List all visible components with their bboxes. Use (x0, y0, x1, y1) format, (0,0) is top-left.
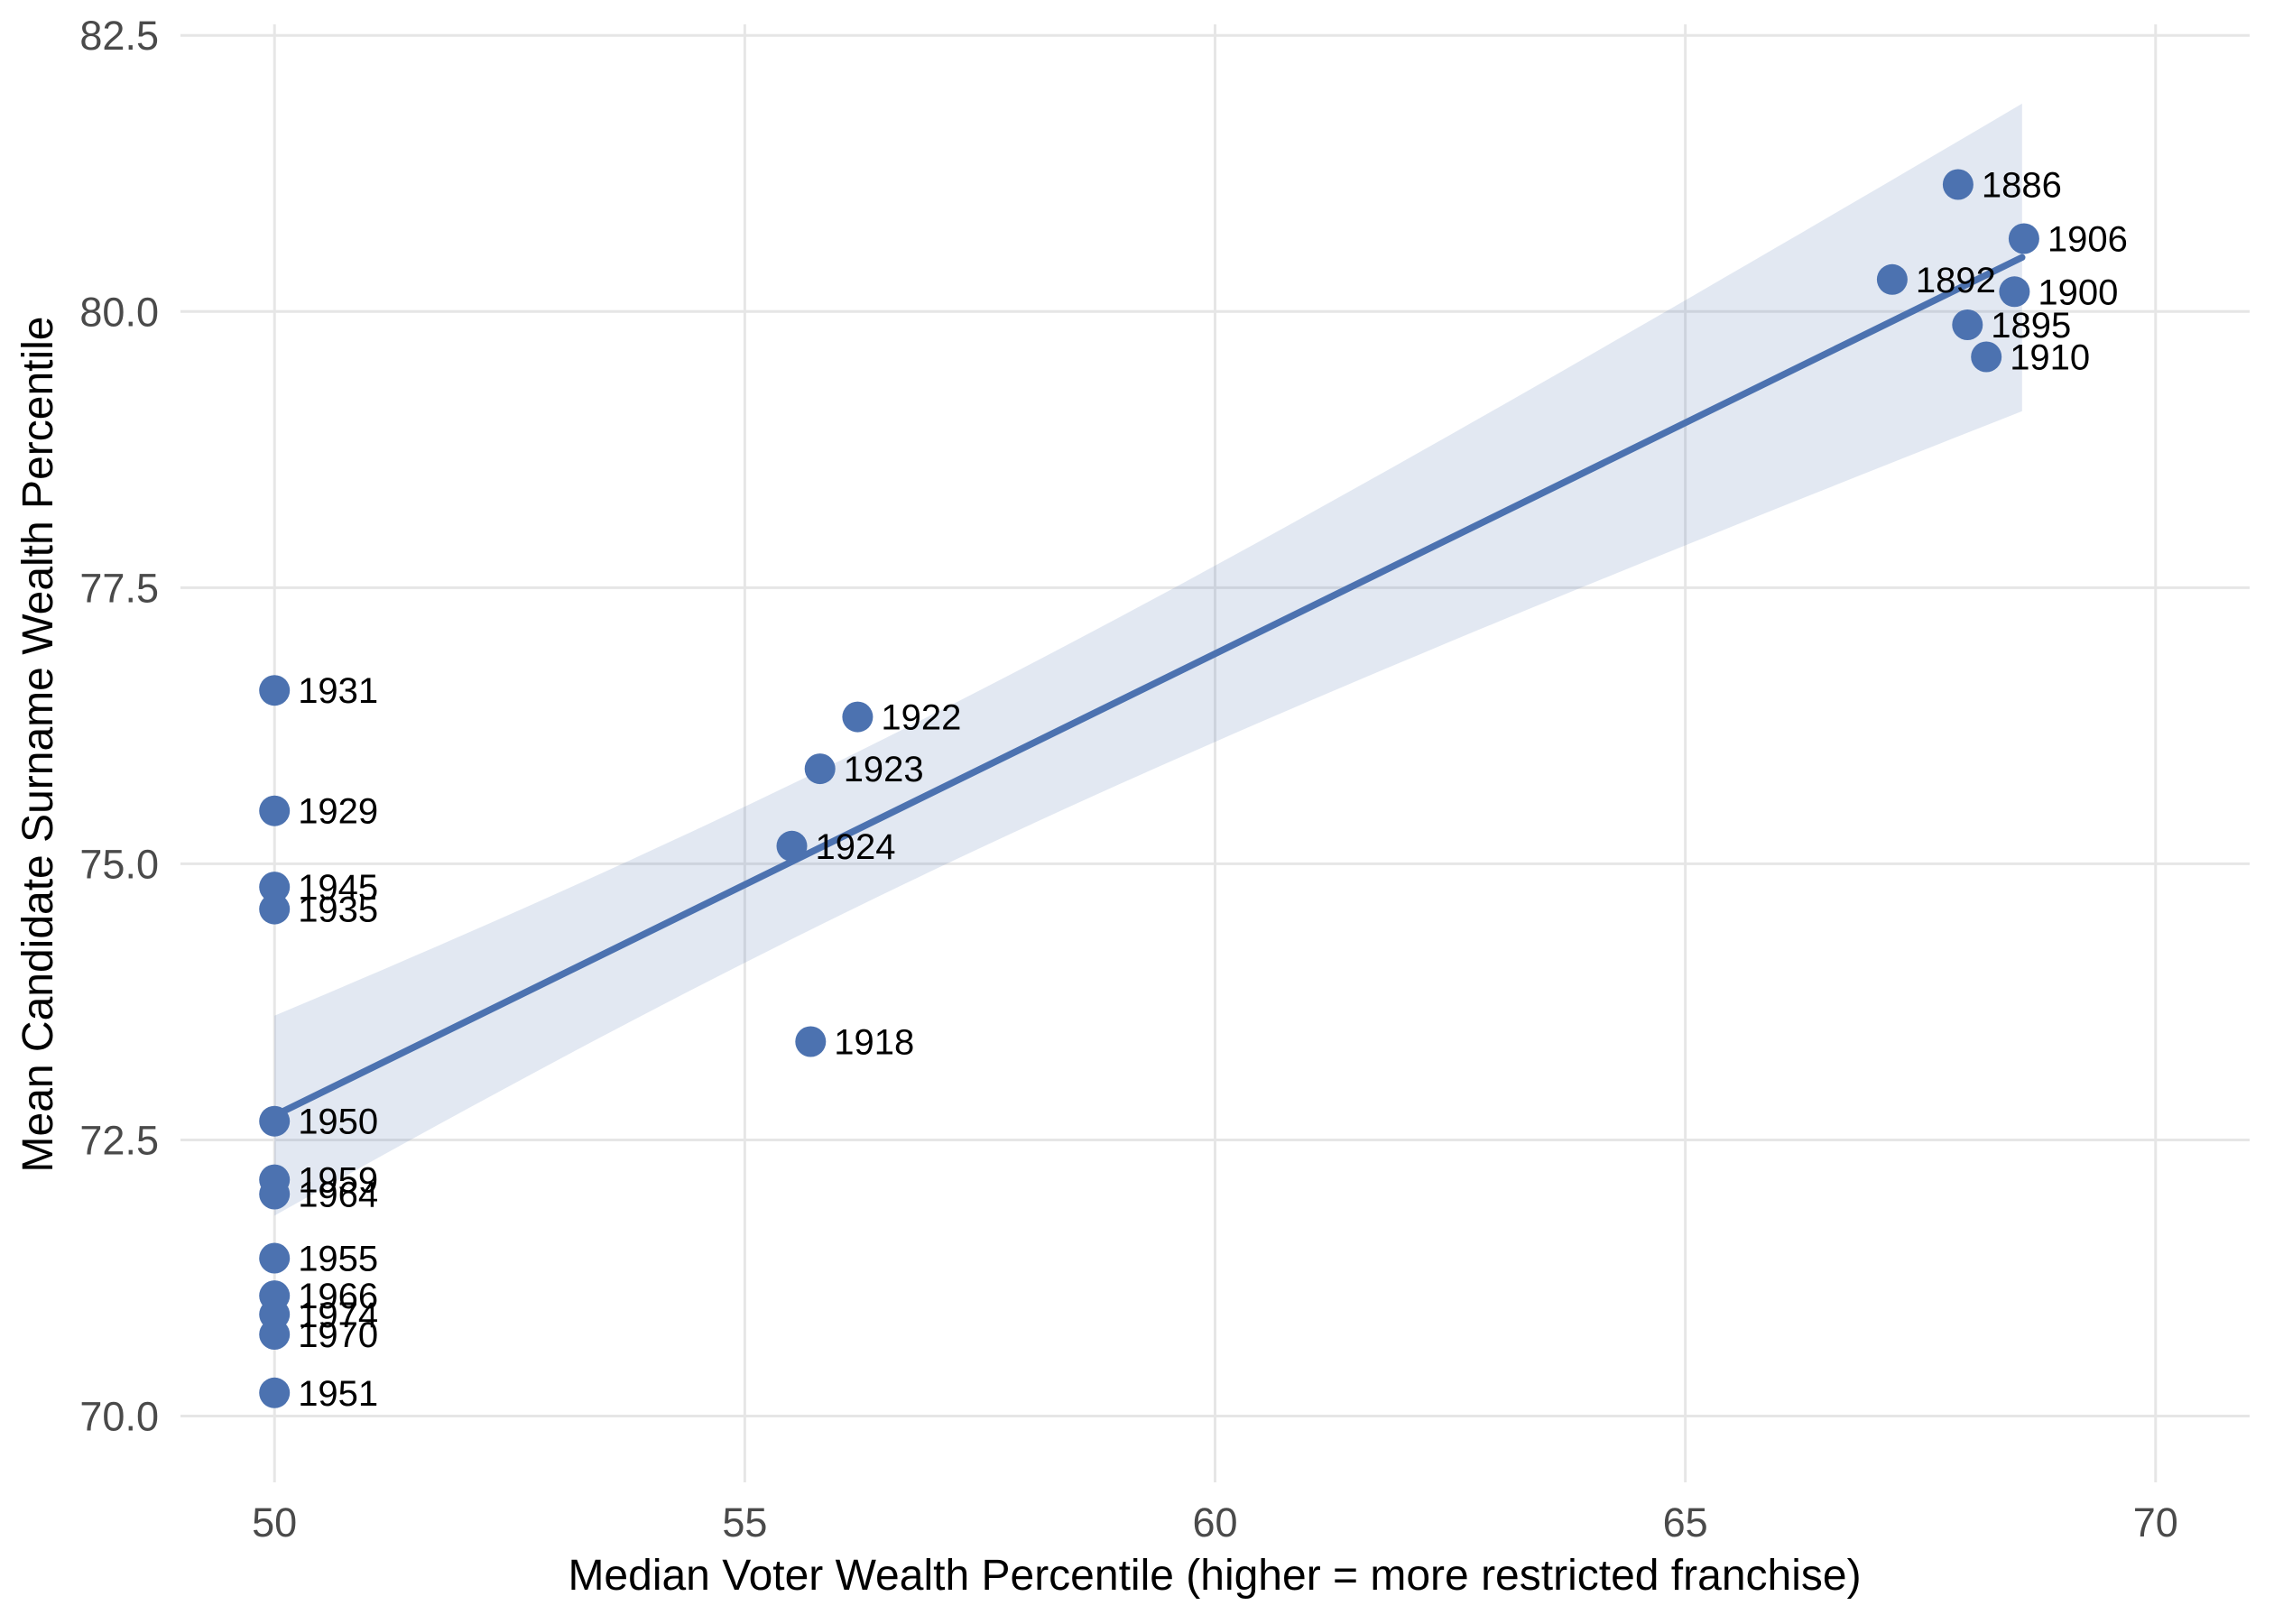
y-tick-label-72.5: 72.5 (79, 1118, 159, 1164)
confidence-band (274, 103, 2022, 1216)
point-label-1924: 1924 (816, 827, 896, 867)
x-tick-label-50: 50 (252, 1499, 297, 1546)
data-point-1906 (2008, 223, 2039, 254)
data-point-1886 (1942, 169, 1974, 200)
point-label-1931: 1931 (298, 671, 378, 711)
point-label-1970: 1970 (298, 1315, 378, 1355)
y-tick-label-75.0: 75.0 (79, 841, 159, 887)
confidence-band-group (274, 103, 2022, 1216)
data-point-1945 (259, 872, 291, 903)
trend-line (271, 254, 2026, 1120)
point-label-1966: 1966 (298, 1277, 378, 1316)
x-tick-label-55: 55 (722, 1499, 767, 1546)
y-axis-title: Mean Candidate Surname Wealth Percentile (14, 317, 62, 1173)
y-tick-label-80.0: 80.0 (79, 289, 159, 335)
x-axis-title: Median Voter Wealth Percentile (higher =… (568, 1552, 1861, 1600)
data-point-1922 (842, 701, 874, 733)
point-label-1895: 1895 (1991, 306, 2071, 346)
point-label-1892: 1892 (1916, 261, 1996, 300)
data-point-1950 (259, 1105, 291, 1137)
point-label-1945: 1945 (298, 868, 378, 908)
data-point-1918 (795, 1026, 827, 1057)
point-label-1951: 1951 (298, 1374, 378, 1414)
point-label-1935: 1935 (298, 890, 378, 930)
point-label-1886: 1886 (1982, 166, 2062, 206)
point-label-1918: 1918 (834, 1023, 914, 1063)
y-axis-tick-labels: 70.0 72.5 75.0 77.5 80.0 82.5 (79, 13, 159, 1439)
y-tick-label-82.5: 82.5 (79, 13, 159, 59)
data-points-group (259, 169, 2039, 1408)
data-point-1974 (259, 1298, 291, 1330)
point-label-1906: 1906 (2048, 220, 2128, 260)
data-point-1964 (259, 1178, 291, 1210)
x-tick-label-60: 60 (1192, 1499, 1237, 1546)
x-axis-tick-labels: 50 55 60 65 70 (252, 1499, 2178, 1546)
point-label-1950: 1950 (298, 1103, 378, 1142)
data-point-1910 (1971, 341, 2002, 373)
x-tick-label-70: 70 (2133, 1499, 2178, 1546)
data-point-1923 (804, 753, 836, 785)
point-label-1900: 1900 (2038, 272, 2118, 312)
data-point-1929 (259, 795, 291, 826)
data-point-1900 (1999, 276, 2030, 308)
point-label-1923: 1923 (844, 750, 924, 789)
y-tick-label-70.0: 70.0 (79, 1394, 159, 1440)
data-point-1935 (259, 893, 291, 925)
trend-line-group (271, 254, 2026, 1120)
data-point-1931 (259, 675, 291, 706)
data-point-1951 (259, 1377, 291, 1408)
data-point-1924 (776, 830, 808, 862)
point-label-1964: 1964 (298, 1176, 378, 1215)
x-tick-label-65: 65 (1663, 1499, 1708, 1546)
data-point-1892 (1876, 263, 1908, 295)
data-point-1895 (1952, 309, 1983, 340)
y-tick-label-77.5: 77.5 (79, 565, 159, 611)
point-label-1955: 1955 (298, 1240, 378, 1279)
point-label-1922: 1922 (881, 698, 961, 738)
point-label-1910: 1910 (2010, 338, 2090, 378)
point-label-1959: 1959 (298, 1161, 378, 1201)
point-label-1929: 1929 (298, 792, 378, 832)
point-label-1974: 1974 (298, 1296, 378, 1335)
data-point-1955 (259, 1242, 291, 1274)
